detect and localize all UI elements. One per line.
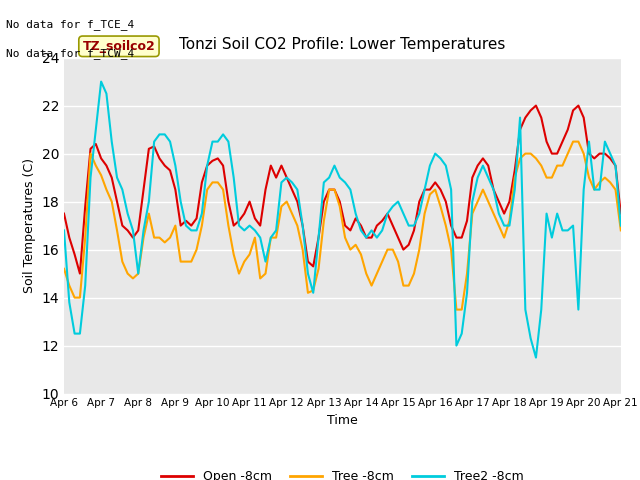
Text: No data for f_TCE_4: No data for f_TCE_4 [6, 19, 134, 30]
Text: TZ_soilco2: TZ_soilco2 [83, 40, 156, 53]
Y-axis label: Soil Temperatures (C): Soil Temperatures (C) [23, 158, 36, 293]
Title: Tonzi Soil CO2 Profile: Lower Temperatures: Tonzi Soil CO2 Profile: Lower Temperatur… [179, 37, 506, 52]
Legend: Open -8cm, Tree -8cm, Tree2 -8cm: Open -8cm, Tree -8cm, Tree2 -8cm [156, 465, 529, 480]
X-axis label: Time: Time [327, 414, 358, 427]
Text: No data for f_TCW_4: No data for f_TCW_4 [6, 48, 134, 59]
